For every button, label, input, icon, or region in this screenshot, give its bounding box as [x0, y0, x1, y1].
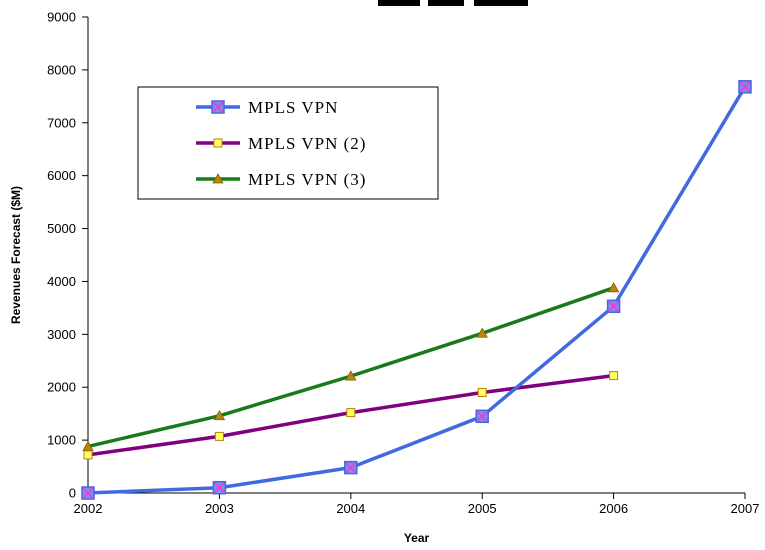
y-tick-label: 3000: [47, 327, 76, 342]
y-tick-label: 9000: [47, 10, 76, 25]
x-tick-label: 2005: [468, 501, 497, 516]
series-3-point: [476, 327, 488, 338]
legend-label: MPLS VPN: [248, 98, 338, 117]
series-3-point: [213, 409, 226, 421]
legend-marker: [213, 138, 223, 148]
y-tick-label: 6000: [47, 168, 76, 183]
y-tick-label: 2000: [47, 380, 76, 395]
legend-label: MPLS VPN (3): [248, 170, 366, 189]
y-tick-label: 8000: [47, 62, 76, 77]
y-tick-label: 5000: [47, 221, 76, 236]
y-axis-title: Revenues Forecast ($M): [9, 186, 23, 324]
x-tick-label: 2007: [731, 501, 760, 516]
y-tick-label: 0: [69, 486, 76, 501]
series-1-point: [81, 486, 95, 500]
series-1-line: [87, 85, 747, 495]
y-tick-label: 4000: [47, 274, 76, 289]
series-3-point: [345, 370, 357, 381]
series-1-point: [212, 480, 227, 495]
legend-marker: [212, 173, 224, 184]
series-1-point: [606, 299, 621, 314]
series-2: [83, 371, 619, 460]
series-1-point: [475, 409, 489, 424]
y-tick-label: 7000: [47, 115, 76, 130]
series-3-point: [607, 281, 620, 293]
legend-box: [137, 86, 439, 200]
series-2-point: [609, 371, 619, 381]
series-layer: [81, 80, 752, 500]
series-2-point: [346, 408, 356, 418]
series-3: [82, 281, 620, 451]
legend-item: MPLS VPN (3): [196, 170, 366, 189]
legend-label: MPLS VPN (2): [248, 134, 366, 153]
cropped-title-fragment: [378, 0, 528, 6]
y-tick-label: 1000: [47, 433, 76, 448]
series-2-point: [477, 388, 487, 398]
series-1-point: [738, 80, 752, 94]
series-1: [81, 80, 752, 500]
x-tick-label: 2002: [74, 501, 103, 516]
legend: MPLS VPN MPLS VPN (2) MPLS VPN (3): [137, 86, 439, 200]
legend-item: MPLS VPN: [196, 98, 338, 117]
legend-item: MPLS VPN (2): [196, 134, 366, 153]
series-2-point: [83, 450, 93, 460]
legend-marker: [211, 100, 225, 114]
x-axis-title: Year: [404, 531, 430, 545]
axes: 0 1000 2000 3000 4000 5000 6000 7000 8000 9000 200…: [9, 10, 759, 546]
x-tick-label: 2004: [336, 501, 365, 516]
x-tick-label: 2003: [205, 501, 234, 516]
x-tick-label: 2006: [599, 501, 628, 516]
series-1-point: [344, 460, 358, 475]
series-2-point: [214, 431, 224, 441]
series-3-line: [87, 286, 615, 449]
